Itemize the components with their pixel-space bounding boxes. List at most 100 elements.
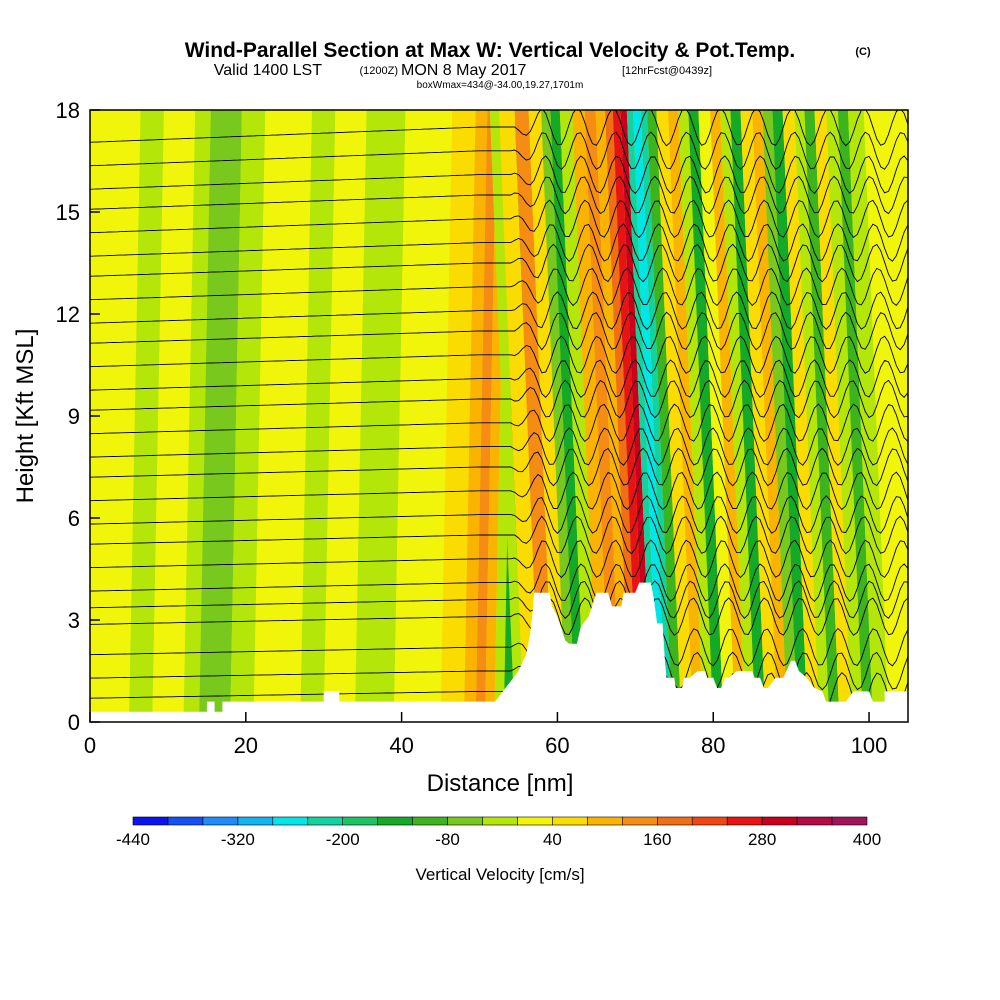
colorbar-swatch-14	[621, 816, 658, 826]
velocity-band-46	[782, 110, 820, 722]
theta-contour-18	[90, 267, 908, 307]
theta-contour-17	[90, 291, 908, 330]
colorbar-swatch-4	[272, 816, 309, 826]
colorbar-swatch-3	[237, 816, 274, 826]
velocity-band-2	[152, 110, 196, 722]
velocity-band-36	[678, 110, 714, 722]
box-max-info: boxWmax=434@-34.00,19.27,1701m	[417, 80, 584, 91]
velocity-band-38	[698, 110, 736, 722]
colorbar-tick-0: -440	[116, 830, 150, 849]
copyright-mark: (C)	[855, 46, 871, 58]
colorbar-swatch-9	[447, 816, 483, 826]
colorbar-tick-3: -80	[435, 830, 460, 849]
velocity-band-22	[550, 110, 585, 722]
x-tick-label-5: 100	[851, 733, 888, 758]
velocity-band-5	[230, 110, 266, 722]
theta-contour-4	[90, 580, 908, 619]
theta-contour-12	[90, 403, 908, 443]
colorbar-swatch-10	[482, 816, 518, 826]
theta-contour-2	[90, 627, 908, 667]
theta-contour-16	[90, 311, 908, 351]
velocity-band-23	[559, 110, 598, 722]
colorbar-swatch-15	[656, 816, 693, 826]
theta-contour-21	[90, 199, 908, 239]
x-tick-label-4: 80	[701, 733, 725, 758]
colorbar-tick-1: -320	[221, 830, 255, 849]
velocity-band-20	[528, 110, 566, 722]
colorbar-swatch-17	[726, 816, 763, 826]
valid-time: Valid 1400 LST	[214, 62, 322, 79]
x-axis-ticks: 0 20 40 60 80 100	[84, 712, 888, 758]
velocity-band-30	[626, 110, 658, 722]
colorbar-tick-5: 160	[643, 830, 671, 849]
theta-contour-20	[90, 223, 908, 262]
chart-title: Wind-Parallel Section at Max W: Vertical…	[185, 39, 796, 62]
forecast-info: [12hrFcst@0439z]	[622, 65, 712, 77]
velocity-band-10	[393, 110, 453, 722]
theta-contour-11	[90, 427, 908, 466]
y-axis-label: Height [Kft MSL]	[12, 329, 39, 504]
colorbar-tick-4: 40	[543, 830, 562, 849]
velocity-band-37	[688, 110, 724, 722]
velocity-band-31	[633, 110, 666, 722]
velocity-band-39	[710, 110, 746, 722]
colorbar-swatch-20	[831, 816, 868, 826]
theta-contour-9	[90, 471, 908, 511]
theta-contour-7	[90, 515, 908, 555]
colorbar-swatch-8	[412, 816, 448, 826]
velocity-shading	[90, 110, 889, 722]
y-tick-label-1: 3	[68, 608, 80, 633]
velocity-band-34	[656, 110, 693, 722]
y-tick-label-3: 9	[68, 404, 80, 429]
x-tick-label-3: 60	[545, 733, 569, 758]
colorbar	[132, 816, 868, 826]
velocity-band-4	[199, 110, 242, 722]
y-axis-ticks: 0 3 6 9 12 15 18	[56, 98, 100, 735]
colorbar-tick-2: -200	[326, 830, 360, 849]
velocity-band-28	[612, 110, 646, 722]
colorbar-swatch-13	[587, 816, 623, 826]
valid-date: MON 8 May 2017	[401, 62, 526, 79]
velocity-band-35	[668, 110, 704, 722]
theta-contour-1	[90, 651, 908, 691]
theta-contour-0	[90, 672, 908, 711]
velocity-band-0	[90, 110, 141, 722]
colorbar-tick-7: 400	[853, 830, 881, 849]
velocity-band-45	[772, 110, 808, 722]
y-tick-label-6: 18	[56, 98, 80, 123]
colorbar-swatch-6	[342, 816, 379, 826]
velocity-band-3	[183, 110, 211, 722]
velocity-band-25	[584, 110, 621, 722]
velocity-band-29	[620, 110, 652, 722]
colorbar-swatch-1	[167, 816, 204, 826]
velocity-band-19	[514, 110, 554, 722]
potential-temperature-contours	[90, 110, 908, 711]
y-tick-label-2: 6	[68, 506, 80, 531]
valid-zulu: (1200Z)	[359, 65, 398, 77]
colorbar-tick-6: 280	[748, 830, 776, 849]
x-axis-label: Distance [nm]	[427, 770, 574, 797]
colorbar-swatch-5	[307, 816, 344, 826]
velocity-band-8	[323, 110, 367, 722]
velocity-band-43	[752, 110, 788, 722]
colorbar-swatch-12	[552, 816, 588, 826]
theta-contour-14	[90, 359, 908, 398]
colorbar-swatch-0	[132, 816, 169, 826]
y-tick-label-5: 15	[56, 200, 80, 225]
theta-contour-15	[90, 335, 908, 375]
velocity-band-44	[762, 110, 798, 722]
colorbar-swatch-7	[377, 816, 414, 826]
theta-contour-24	[90, 131, 908, 171]
colorbar-swatch-2	[202, 816, 239, 826]
theta-contour-19	[90, 243, 908, 283]
theta-contour-8	[90, 495, 908, 534]
y-tick-label-0: 0	[68, 710, 80, 735]
terrain-mask	[90, 582, 908, 722]
colorbar-label: Vertical Velocity [cm/s]	[415, 865, 584, 884]
x-tick-label-1: 20	[234, 733, 258, 758]
velocity-band-42	[740, 110, 778, 722]
theta-contour-25	[90, 110, 908, 147]
y-tick-label-4: 12	[56, 302, 80, 327]
theta-contour-5	[90, 563, 908, 602]
